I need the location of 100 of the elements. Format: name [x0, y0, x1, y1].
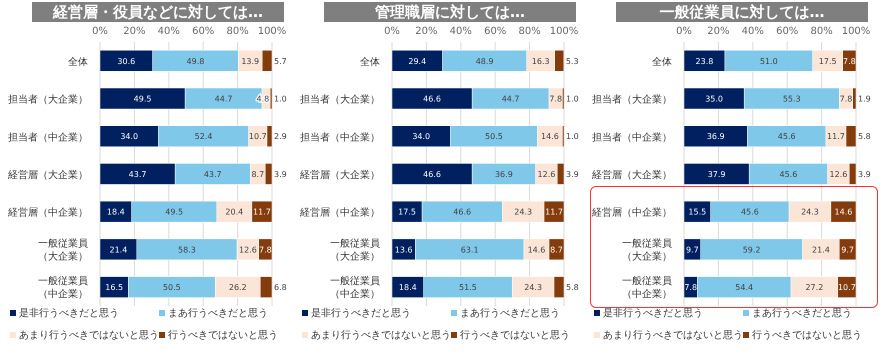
- legend-label: まあ行うべきだと思う: [168, 307, 268, 320]
- x-tick-label: 0%: [384, 26, 400, 37]
- data-label: 6.8: [274, 283, 287, 292]
- data-label: 49.5: [165, 208, 184, 217]
- data-label: 46.6: [453, 208, 472, 217]
- data-label: 34.0: [120, 132, 138, 142]
- data-label: 26.2: [228, 283, 247, 292]
- data-label: 20.4: [225, 208, 244, 217]
- data-label: 15.5: [688, 208, 706, 217]
- y-tick-label: 全体: [652, 56, 672, 68]
- data-label: 9.7: [841, 245, 854, 254]
- data-label: 54.4: [735, 283, 754, 292]
- y-tick-label: 一般従業員（大企業）: [38, 237, 88, 262]
- data-label: 45.6: [740, 208, 759, 217]
- y-tick-label: 経営層（中企業）: [591, 206, 672, 219]
- y-tick-label: 経営層（中企業）: [7, 206, 88, 219]
- legend-label: 行うべきではないと思う: [460, 329, 570, 342]
- x-tick-label: 80%: [810, 26, 833, 37]
- data-label: 43.7: [204, 170, 222, 179]
- data-label: 50.5: [162, 283, 181, 292]
- legend-label: 是非行うべきだと思う: [19, 306, 119, 320]
- y-tick-label: 経営層（大企業）: [591, 169, 672, 181]
- y-tick-label: 担当者（中企業）: [8, 131, 88, 144]
- y-tick-label: 全体: [68, 56, 88, 68]
- data-label: 23.8: [696, 56, 714, 66]
- data-label: 7.8: [549, 94, 562, 104]
- x-tick-label: 20%: [123, 26, 146, 37]
- x-tick-label: 40%: [742, 26, 764, 37]
- data-label: 35.0: [705, 94, 724, 104]
- y-tick-label: 一般従業員（大企業）: [622, 237, 672, 262]
- data-label: 9.7: [686, 245, 699, 254]
- data-label: 44.7: [502, 94, 520, 104]
- data-label: 36.9: [706, 132, 725, 142]
- data-label: 27.2: [805, 283, 824, 292]
- y-tick-label: 経営層（大企業）: [7, 169, 88, 181]
- data-label: 46.6: [423, 94, 441, 104]
- x-tick-label: 60%: [776, 26, 798, 37]
- data-label: 46.6: [423, 170, 441, 179]
- data-label: 34.0: [412, 132, 430, 142]
- data-label: 3.9: [566, 170, 579, 179]
- data-label: 13.9: [241, 56, 260, 66]
- data-label: 18.4: [106, 208, 125, 217]
- data-label: 21.4: [812, 245, 830, 254]
- data-label: 5.7: [274, 56, 287, 66]
- y-tick-label: 一般従業員（大企業）: [330, 237, 380, 262]
- x-tick-label: 20%: [415, 26, 438, 37]
- data-label: 3.9: [858, 170, 871, 179]
- data-label: 58.3: [178, 245, 196, 254]
- data-label: 14.6: [540, 132, 559, 142]
- data-label: 8.7: [251, 170, 264, 179]
- data-label: 43.7: [128, 170, 146, 179]
- y-tick-label: 担当者（中企業）: [300, 131, 380, 144]
- data-label: 11.7: [253, 208, 271, 217]
- legend-label: あまり行うべきではないと思う: [603, 329, 743, 342]
- data-label: 5.8: [858, 132, 871, 142]
- y-tick-label: 担当者（大企業）: [8, 94, 88, 106]
- y-tick-label: 一般従業員（中企業）: [330, 275, 380, 300]
- x-tick-label: 60%: [484, 26, 506, 37]
- data-label: 55.3: [782, 94, 801, 104]
- data-label: 13.6: [394, 245, 413, 254]
- data-label: 7.8: [259, 245, 272, 254]
- data-label: 14.6: [528, 245, 546, 254]
- data-label: 14.6: [834, 208, 852, 217]
- data-label: 30.6: [117, 56, 136, 66]
- legend-label: 行うべきではないと思う: [168, 329, 278, 342]
- data-label: 24.3: [524, 283, 542, 292]
- data-label: 36.9: [494, 170, 513, 179]
- data-label: 50.5: [485, 132, 503, 142]
- data-label: 10.7: [248, 132, 267, 142]
- y-tick-label: 担当者（中企業）: [592, 131, 672, 144]
- x-tick-label: 20%: [707, 26, 730, 37]
- data-label: 1.9: [858, 94, 871, 104]
- data-label: 7.8: [843, 56, 856, 66]
- x-tick-label: 80%: [226, 26, 249, 37]
- x-tick-label: 0%: [92, 26, 108, 37]
- x-tick-label: 100%: [258, 26, 286, 37]
- x-tick-label: 80%: [518, 26, 541, 37]
- data-label: 49.5: [134, 94, 152, 104]
- data-label: 2.9: [274, 132, 287, 142]
- data-label: 45.6: [780, 170, 798, 179]
- data-label: 11.7: [545, 208, 563, 217]
- data-label: 29.4: [408, 56, 426, 66]
- y-tick-label: 一般従業員（中企業）: [38, 275, 88, 300]
- data-label: 1.0: [274, 94, 287, 104]
- chart-title: 経営層・役員などに対しては…: [32, 2, 284, 22]
- chart-title: 一般従業員に対しては…: [616, 2, 868, 22]
- legend-label: 是非行うべきだと思う: [603, 307, 703, 320]
- data-label: 16.3: [532, 56, 550, 66]
- x-tick-label: 60%: [192, 26, 214, 37]
- data-label: 44.7: [214, 94, 232, 104]
- data-label: 8.7: [550, 245, 563, 254]
- data-label: 5.8: [566, 283, 579, 292]
- x-tick-label: 0%: [676, 26, 692, 37]
- data-label: 11.7: [827, 132, 845, 142]
- y-tick-label: 全体: [360, 56, 380, 68]
- data-label: 12.6: [538, 170, 556, 179]
- legend-label: まあ行うべきだと思う: [460, 307, 560, 320]
- data-label: 51.0: [760, 56, 778, 66]
- data-label: 5.3: [566, 56, 579, 66]
- legend-label: あまり行うべきではないと思う: [19, 329, 159, 342]
